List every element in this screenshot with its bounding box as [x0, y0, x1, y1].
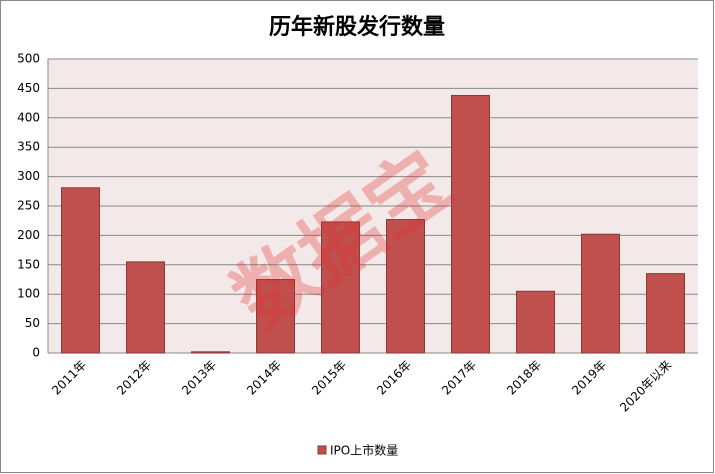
bar: [646, 273, 685, 354]
y-tick-label: 150: [17, 257, 40, 271]
y-tick-label: 450: [17, 81, 40, 95]
bar: [581, 233, 620, 354]
y-tick-label: 500: [17, 52, 40, 66]
y-tick-label: 400: [17, 110, 40, 124]
y-tick-label: 250: [17, 199, 40, 213]
legend-label: IPO上市数量: [330, 443, 398, 458]
bar: [126, 261, 165, 354]
y-tick-label: 0: [32, 346, 40, 360]
bar: [516, 290, 555, 354]
legend-swatch: [317, 445, 327, 455]
bar: [256, 279, 295, 354]
y-tick-label: 350: [17, 140, 40, 154]
bar: [386, 219, 425, 354]
y-tick-label: 200: [17, 228, 40, 242]
y-tick-label: 300: [17, 169, 40, 183]
bar: [61, 187, 100, 354]
y-tick-label: 100: [17, 287, 40, 301]
y-tick-label: 50: [25, 316, 40, 330]
bar: [321, 221, 360, 354]
bar: [191, 351, 230, 354]
bar: [451, 94, 490, 354]
chart-title: 历年新股发行数量: [269, 14, 445, 40]
